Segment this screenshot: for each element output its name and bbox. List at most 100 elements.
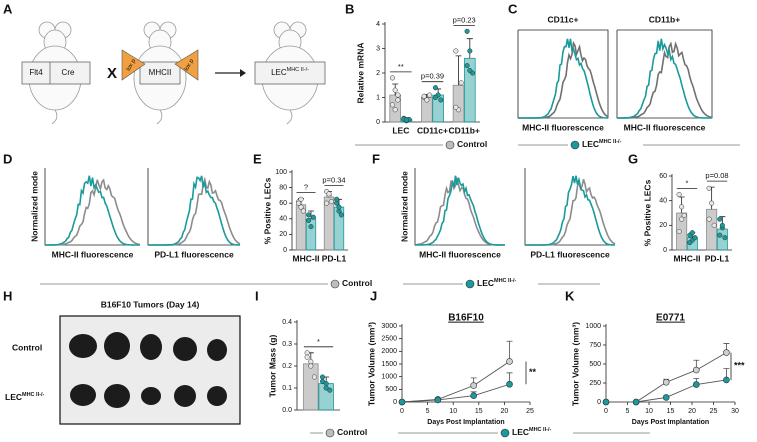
mouse xyxy=(254,21,326,125)
data-point xyxy=(296,200,302,206)
data-point xyxy=(389,102,396,108)
arrow-head xyxy=(240,69,246,77)
row-label: Control xyxy=(12,342,42,352)
legend-background xyxy=(323,428,398,438)
data-point xyxy=(719,222,725,228)
photo-frame xyxy=(59,315,241,425)
annotation: * xyxy=(686,178,689,187)
data-point xyxy=(336,204,342,210)
data-point xyxy=(723,376,730,384)
panel-letter: E xyxy=(253,151,262,166)
data-point xyxy=(327,387,333,393)
y-tick-label: 0.0 xyxy=(282,407,292,414)
annotation: p=0.23 xyxy=(453,15,476,24)
panel-letter: D xyxy=(3,151,12,166)
mouse xyxy=(21,21,91,125)
bar xyxy=(303,363,319,411)
data-point xyxy=(432,85,439,91)
error-bar xyxy=(506,340,513,362)
histogram-curve xyxy=(518,38,609,119)
data-point xyxy=(676,191,682,198)
x-tick-label: LEC xyxy=(392,125,409,135)
data-point xyxy=(389,75,396,81)
data-point xyxy=(711,222,717,228)
data-point xyxy=(679,204,685,210)
histogram-curve xyxy=(148,175,241,246)
photo-title: B16F10 Tumors (Day 14) xyxy=(101,299,200,309)
data-point xyxy=(311,374,318,380)
panel-letter: G xyxy=(628,151,638,166)
x-tick-label: MHC-II xyxy=(674,253,701,263)
data-point xyxy=(692,366,700,374)
annotation: ** xyxy=(398,62,404,71)
data-point xyxy=(689,230,695,236)
annotation: *** xyxy=(734,361,745,371)
data-point xyxy=(395,92,401,98)
legend-label-base: Control xyxy=(342,278,372,288)
data-point xyxy=(319,374,326,380)
data-point xyxy=(334,196,340,202)
x-axis-label: Days Post Implantation xyxy=(427,419,504,426)
lox-triangle xyxy=(121,49,146,81)
x-tick-label: 0 xyxy=(604,408,608,415)
y-tick-label: 20 xyxy=(659,222,667,229)
bar xyxy=(305,218,317,251)
legend-label: Control xyxy=(342,278,372,288)
data-point xyxy=(706,216,712,222)
mouse xyxy=(133,21,187,125)
y-tick-label: 2500 xyxy=(381,336,397,343)
data-point xyxy=(308,363,314,369)
histogram-curve xyxy=(616,38,713,119)
x-tick-label: 25 xyxy=(526,408,534,415)
data-point xyxy=(310,214,316,220)
legend-label: Control xyxy=(457,139,487,149)
data-point xyxy=(395,97,401,103)
legend-background xyxy=(328,279,403,289)
lox-label: lox p xyxy=(126,58,138,73)
genotype-base: LEC xyxy=(271,68,287,77)
data-point xyxy=(304,350,310,356)
y-tick-label: 1000 xyxy=(381,374,397,381)
gene-label: Cre xyxy=(62,68,75,77)
lox-triangle xyxy=(174,49,199,81)
legend-swatch xyxy=(445,140,455,150)
data-point xyxy=(306,212,312,218)
gene-label: MHCII xyxy=(149,68,172,77)
legend-label-base: LEC xyxy=(477,278,494,288)
histogram-frame xyxy=(44,168,140,246)
data-point xyxy=(338,212,344,218)
y-tick-label: 3 xyxy=(376,45,380,52)
y-tick-label: 60 xyxy=(279,200,287,207)
breeding-diagram: A Flt4 Cre X MHCII lox p lox p LECMHC II… xyxy=(3,1,326,125)
legend-label-sup: MHC II-/- xyxy=(494,278,516,284)
legend-label: LECMHC II-/- xyxy=(582,139,621,149)
data-point xyxy=(676,228,682,235)
data-point xyxy=(324,200,330,206)
data-point xyxy=(470,392,477,399)
legend-swatch xyxy=(500,428,510,438)
data-point xyxy=(426,92,433,98)
y-axis-label: % Positive LECs xyxy=(262,177,272,244)
panel-letter: C xyxy=(508,1,518,16)
y-tick-label: 500 xyxy=(385,386,397,393)
data-point xyxy=(464,63,470,69)
data-point xyxy=(421,93,427,99)
histogram-title: CD11c+ xyxy=(548,14,579,24)
data-point xyxy=(453,48,459,54)
data-point xyxy=(328,199,334,205)
histogram-curve xyxy=(616,41,713,119)
y-tick-label: 2 xyxy=(376,70,380,77)
data-point xyxy=(434,396,442,404)
y-tick-label: 0 xyxy=(393,399,397,406)
histogram-curve xyxy=(44,178,141,246)
data-point xyxy=(506,380,513,388)
annotation: p=0.08 xyxy=(705,171,728,180)
y-tick-label: 60 xyxy=(659,173,667,180)
data-point xyxy=(326,191,332,197)
annotation: p=0.39 xyxy=(421,72,444,81)
panel-letter: H xyxy=(3,288,12,303)
data-point xyxy=(467,68,473,74)
data-point xyxy=(453,104,459,110)
legend-background xyxy=(443,140,518,150)
series-line xyxy=(401,361,510,403)
